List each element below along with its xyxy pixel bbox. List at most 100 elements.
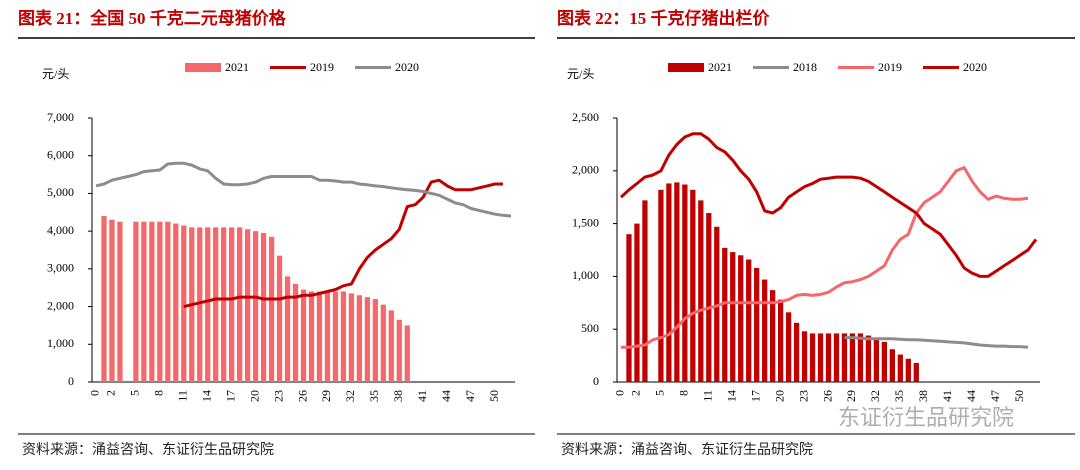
y-tick-label: 1,000 (572, 268, 599, 282)
y-axis-label: 元/头 (567, 67, 594, 81)
series-line (619, 132, 1038, 278)
y-tick-label: 5,000 (47, 185, 74, 199)
bar (237, 227, 243, 382)
bar (173, 223, 179, 382)
x-tick-label: 23 (271, 390, 285, 402)
x-tick-label: 44 (964, 390, 978, 402)
bar (380, 304, 386, 382)
y-tick-label: 3,000 (47, 261, 74, 275)
watermark: 东证衍生品研究院 (838, 405, 1014, 430)
y-tick-label: 2,500 (572, 110, 599, 124)
x-tick-label: 5 (653, 390, 667, 396)
bar (229, 227, 235, 382)
x-tick-label: 14 (199, 390, 213, 402)
bar (292, 283, 299, 382)
bar (101, 216, 107, 382)
bar (141, 221, 147, 382)
bar (268, 236, 275, 382)
x-tick-label: 8 (152, 390, 166, 396)
y-tick-label: 2,000 (47, 298, 74, 312)
bar (801, 331, 808, 382)
bar (404, 325, 410, 382)
x-tick-label: 44 (439, 390, 453, 402)
bar (833, 333, 840, 382)
y-tick-label: 500 (581, 321, 599, 335)
bar (777, 299, 784, 382)
chart-title: 图表 21：全国 50 千克二元母猪价格 (18, 8, 287, 28)
x-tick-label: 29 (844, 390, 858, 402)
chart-title: 图表 22：15 千克仔猪出栏价 (557, 8, 770, 28)
x-tick-label: 0 (88, 390, 102, 396)
bar (913, 362, 919, 382)
x-tick-label: 32 (868, 390, 882, 402)
bar (364, 297, 370, 382)
x-tick-label: 47 (463, 390, 477, 402)
bar (332, 291, 339, 382)
bar (897, 354, 903, 382)
bar (730, 252, 736, 382)
bar (738, 255, 744, 382)
legend-label: 2020 (395, 60, 419, 74)
x-tick-label: 26 (820, 390, 834, 402)
bar (276, 255, 283, 382)
bar (682, 184, 688, 382)
bar (165, 221, 171, 382)
bar (905, 358, 911, 382)
bar (666, 183, 672, 382)
x-tick-label: 50 (1012, 390, 1026, 402)
bar (324, 291, 331, 382)
x-tick-label: 41 (415, 390, 429, 402)
x-tick-label: 5 (128, 390, 142, 396)
bar (722, 247, 728, 382)
x-tick-label: 35 (892, 390, 906, 402)
y-tick-label: 0 (68, 374, 74, 388)
bar (809, 333, 816, 382)
bar (372, 299, 378, 382)
y-tick-label: 4,000 (47, 223, 74, 237)
bar (626, 234, 632, 382)
x-tick-label: 23 (796, 390, 810, 402)
legend-label: 2021 (225, 60, 249, 74)
bar (658, 189, 664, 382)
bar (157, 221, 163, 382)
legend-label: 2018 (793, 60, 817, 74)
bar (252, 231, 259, 382)
bar (634, 223, 640, 382)
y-tick-label: 2,000 (572, 163, 599, 177)
bar (213, 227, 219, 382)
legend-label: 2019 (310, 60, 334, 74)
x-tick-label: 38 (391, 390, 405, 402)
bar (284, 276, 291, 382)
source-note: 资料来源：涌益咨询、东证衍生品研究院 (561, 442, 813, 458)
bar (769, 290, 776, 382)
y-tick-label: 0 (593, 374, 599, 388)
x-tick-label: 17 (223, 390, 237, 402)
series-line (844, 336, 1029, 349)
x-tick-label: 29 (319, 390, 333, 402)
bar (149, 221, 155, 382)
legend-label: 2019 (878, 60, 902, 74)
bar (133, 221, 139, 382)
bar (244, 229, 251, 382)
bar (706, 213, 712, 382)
x-tick-label: 14 (724, 390, 738, 402)
x-tick-label: 17 (748, 390, 762, 402)
y-tick-label: 1,500 (572, 215, 599, 229)
bar (841, 333, 848, 382)
bar (690, 189, 696, 382)
x-tick-label: 41 (940, 390, 954, 402)
x-tick-label: 0 (613, 390, 627, 396)
bar (762, 279, 768, 382)
legend-swatch (185, 63, 221, 72)
x-tick-label: 20 (247, 390, 261, 402)
bar (817, 333, 824, 382)
bar (785, 312, 792, 382)
bar (825, 333, 832, 382)
x-tick-label: 20 (772, 390, 786, 402)
x-tick-label: 50 (487, 390, 501, 402)
bar (300, 289, 307, 382)
series-line (183, 178, 503, 309)
series-line (621, 166, 1029, 349)
bar (221, 227, 227, 382)
